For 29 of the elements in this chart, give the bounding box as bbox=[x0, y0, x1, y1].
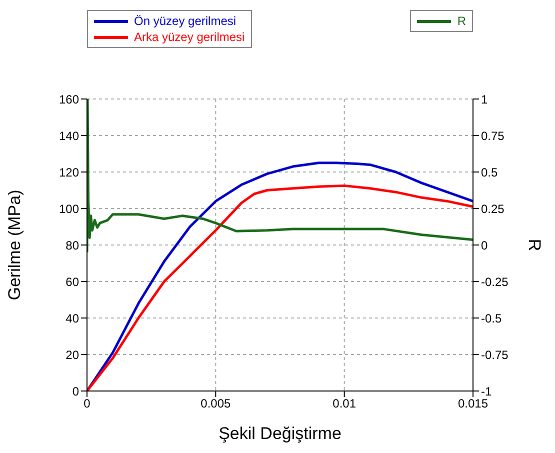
y2-tick-label: 0.75 bbox=[481, 128, 505, 143]
x-tick-label: 0 bbox=[84, 396, 91, 411]
y-tick-label: 20 bbox=[66, 348, 80, 362]
y2-axis-title: R bbox=[524, 238, 544, 252]
y2-tick-label: 0 bbox=[481, 238, 488, 252]
x-tick-label: 0.01 bbox=[332, 396, 356, 411]
legend-label: Ön yüzey gerilmesi bbox=[134, 13, 236, 29]
y2-tick-label: -0.5 bbox=[481, 311, 502, 326]
y-tick-label: 40 bbox=[66, 311, 80, 326]
legend-label: R bbox=[457, 13, 466, 29]
y2-tick-label: -0.25 bbox=[481, 274, 509, 289]
y-tick-label: 60 bbox=[66, 274, 80, 289]
y2-tick-label: -1 bbox=[481, 384, 492, 398]
y-tick-label: 140 bbox=[58, 128, 80, 143]
y2-tick-label: 1 bbox=[481, 92, 488, 106]
x-axis-title: Şekil Değiştirme bbox=[218, 424, 342, 443]
y-tick-label: 120 bbox=[58, 165, 80, 180]
y2-tick-label: 0.5 bbox=[481, 165, 498, 180]
y-tick-label: 80 bbox=[66, 238, 80, 252]
y-axis-title: Gerilme (MPa) bbox=[5, 190, 24, 300]
line-series bbox=[87, 99, 473, 254]
x-tick-label: 0.005 bbox=[200, 396, 232, 411]
y-tick-label: 0 bbox=[72, 384, 80, 398]
y2-tick-label: -0.75 bbox=[481, 348, 509, 362]
y-tick-label: 160 bbox=[58, 92, 80, 106]
y2-tick-label: 0.25 bbox=[481, 202, 505, 216]
y-tick-label: 100 bbox=[58, 202, 80, 216]
x-tick-label: 0.015 bbox=[458, 396, 488, 411]
legend-label: Arka yüzey gerilmesi bbox=[134, 29, 245, 45]
